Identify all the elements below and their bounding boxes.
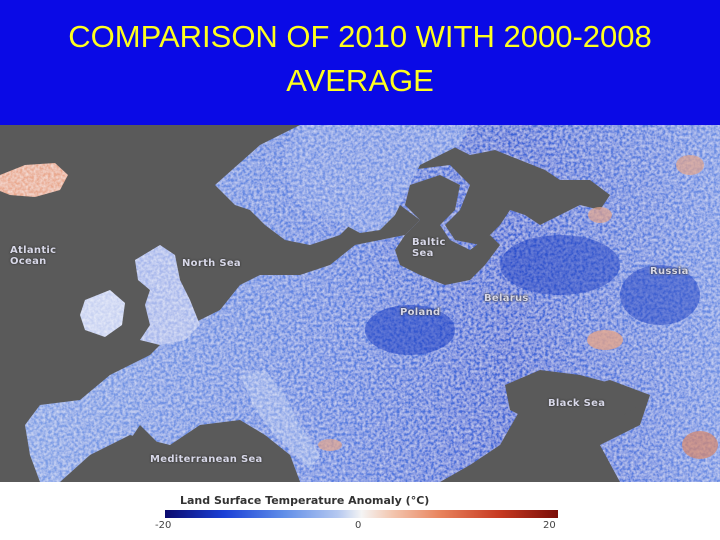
cold-patch	[620, 265, 700, 325]
italy-landmass	[240, 370, 320, 470]
belarus-label: Belarus	[484, 293, 529, 304]
north-sea-label: North Sea	[182, 258, 241, 269]
ireland-landmass	[80, 290, 125, 337]
legend-min-label: -20	[155, 520, 172, 531]
poland-label: Poland	[400, 307, 441, 318]
title-bar: COMPARISON OF 2010 WITH 2000-2008 AVERAG…	[0, 0, 720, 125]
warm-patch	[676, 155, 704, 175]
legend-mid-label: 0	[355, 520, 362, 531]
black-sea-label: Black Sea	[548, 398, 606, 409]
great-britain-landmass	[135, 245, 200, 345]
black-sea	[505, 370, 640, 425]
legend-max-label: 20	[543, 520, 556, 531]
color-legend: Land Surface Temperature Anomaly (°C) -2…	[0, 482, 720, 540]
baltic-sea	[395, 175, 500, 285]
warm-patch	[587, 330, 623, 350]
mediterranean-sea-label: Mediterranean Sea	[150, 454, 263, 465]
scandinavia-landmass	[285, 125, 470, 233]
warm-patch	[588, 207, 612, 223]
warm-patch	[318, 439, 342, 451]
cold-patch	[500, 235, 620, 295]
cold-patch	[365, 305, 455, 355]
slide-title: COMPARISON OF 2010 WITH 2000-2008 AVERAG…	[68, 18, 652, 98]
legend-color-bar	[165, 510, 558, 518]
iceland-landmass	[0, 163, 68, 197]
temperature-anomaly-map: Atlantic Ocean North Sea Baltic Sea Bela…	[0, 125, 720, 482]
legend-title: Land Surface Temperature Anomaly (°C)	[180, 494, 430, 507]
warm-patch	[682, 431, 718, 459]
russia-label: Russia	[650, 266, 689, 277]
map-graphic	[0, 125, 720, 482]
atlantic-ocean-label: Atlantic Ocean	[10, 245, 57, 267]
mediterranean-sea	[60, 420, 300, 482]
baltic-sea-label: Baltic Sea	[412, 237, 446, 259]
